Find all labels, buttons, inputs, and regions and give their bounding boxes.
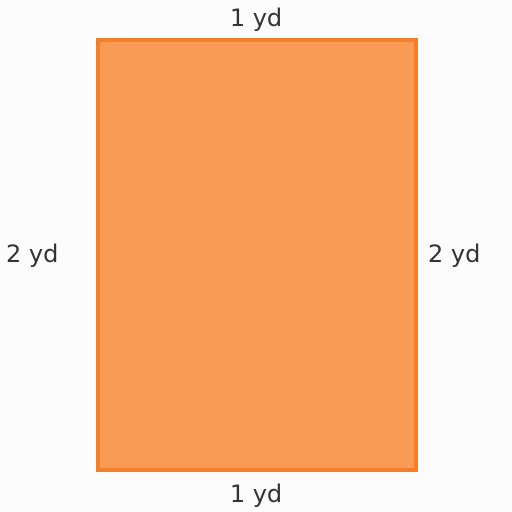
top-side-length-label: 1 yd xyxy=(229,4,283,32)
left-side-length-label: 2 yd xyxy=(6,240,59,268)
rectangle-shape xyxy=(96,38,418,472)
bottom-side-length-label: 1 yd xyxy=(229,480,283,508)
right-side-length-label: 2 yd xyxy=(428,240,481,268)
